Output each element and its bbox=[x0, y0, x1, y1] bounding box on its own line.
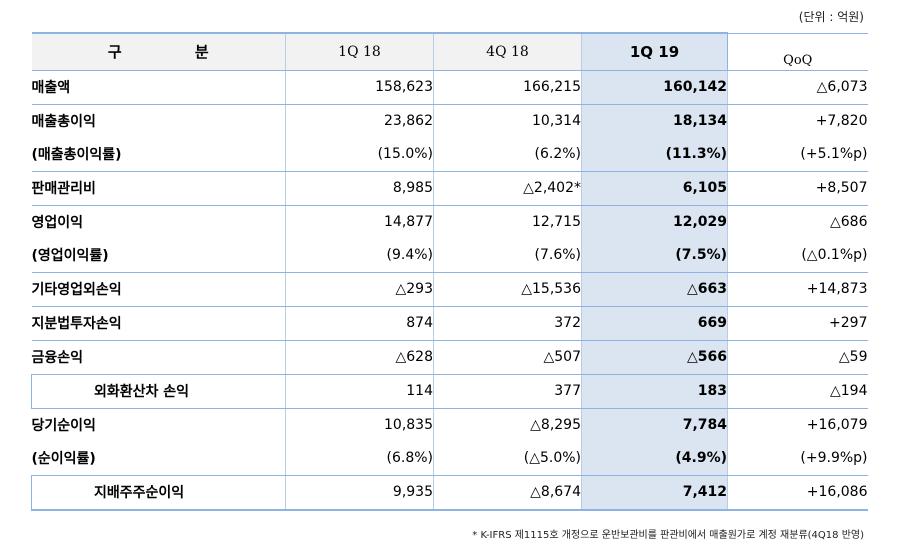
row-label: (영업이익률) bbox=[31, 238, 286, 273]
cell-1q18: △628 bbox=[285, 340, 434, 375]
header-4q18: 4Q 18 bbox=[433, 32, 582, 71]
table-row: (영업이익률) (9.4%) (7.6%) (7.5%) (△0.1%p) bbox=[31, 238, 868, 273]
cell-4q18: 12,715 bbox=[433, 205, 582, 239]
cell-1q19: △663 bbox=[581, 272, 728, 307]
row-label: 지배주주순이익 bbox=[31, 475, 286, 511]
cell-1q18: (15.0%) bbox=[285, 137, 434, 172]
cell-1q18: 158,623 bbox=[285, 70, 434, 105]
cell-4q18: 166,215 bbox=[433, 70, 582, 105]
row-label: 금융손익 bbox=[31, 340, 286, 375]
cell-4q18: △8,295 bbox=[433, 408, 582, 442]
cell-1q19: △566 bbox=[581, 340, 728, 375]
cell-qoq: +8,507 bbox=[727, 171, 868, 206]
row-label: 판매관리비 bbox=[31, 171, 286, 206]
table-row: 지분법투자손익 874 372 669 +297 bbox=[31, 306, 868, 341]
cell-1q18: (6.8%) bbox=[285, 441, 434, 476]
cell-4q18: 377 bbox=[433, 374, 582, 409]
unit-note: (단위 : 억원) bbox=[798, 10, 864, 24]
row-label: 지분법투자손익 bbox=[31, 306, 286, 341]
cell-1q18: 10,835 bbox=[285, 408, 434, 442]
cell-1q18: 874 bbox=[285, 306, 434, 341]
cell-4q18: 10,314 bbox=[433, 104, 582, 138]
table-row: 매출액 158,623 166,215 160,142 △6,073 bbox=[31, 70, 868, 105]
cell-4q18: △507 bbox=[433, 340, 582, 375]
cell-1q19: (11.3%) bbox=[581, 137, 728, 172]
table-row: 기타영업외손익 △293 △15,536 △663 +14,873 bbox=[31, 272, 868, 307]
cell-qoq: +16,079 bbox=[727, 408, 868, 442]
cell-qoq: (△0.1%p) bbox=[727, 238, 868, 273]
cell-qoq: (+9.9%p) bbox=[727, 441, 868, 476]
table-row: 외화환산차 손익 114 377 183 △194 bbox=[31, 374, 868, 409]
cell-qoq: △59 bbox=[727, 340, 868, 375]
header-1q18: 1Q 18 bbox=[285, 32, 434, 71]
table-row: (매출총이익률) (15.0%) (6.2%) (11.3%) (+5.1%p) bbox=[31, 137, 868, 172]
row-label: 기타영업외손익 bbox=[31, 272, 286, 307]
cell-qoq: +7,820 bbox=[727, 104, 868, 138]
cell-1q18: (9.4%) bbox=[285, 238, 434, 273]
cell-4q18: △15,536 bbox=[433, 272, 582, 307]
row-label: 매출총이익 bbox=[31, 114, 96, 130]
row-label: 당기순이익 bbox=[31, 418, 96, 434]
table-row: 매출총이익 23,862 10,314 18,134 +7,820 bbox=[32, 104, 868, 138]
table-row: 영업이익 14,877 12,715 12,029 △686 bbox=[32, 205, 868, 239]
row-label: (순이익률) bbox=[31, 441, 286, 476]
cell-4q18: (6.2%) bbox=[433, 137, 582, 172]
footnote: * K-IFRS 제1115호 개정으로 운반보관비를 판관비에서 매출원가로 … bbox=[472, 530, 864, 541]
cell-1q19: 160,142 bbox=[581, 70, 728, 105]
table-header-row: 구 분 1Q 18 4Q 18 1Q 19 QoQ bbox=[31, 32, 868, 71]
cell-1q19: 18,134 bbox=[581, 104, 728, 138]
cell-1q18: 23,862 bbox=[285, 104, 434, 138]
cell-qoq: (+5.1%p) bbox=[727, 137, 868, 172]
header-1q19: 1Q 19 bbox=[581, 32, 728, 71]
cell-1q18: 14,877 bbox=[285, 205, 434, 239]
cell-qoq: +14,873 bbox=[727, 272, 868, 307]
cell-1q19: 6,105 bbox=[581, 171, 728, 206]
cell-4q18: (7.6%) bbox=[433, 238, 582, 273]
cell-qoq: △194 bbox=[727, 374, 868, 409]
table-row: (순이익률) (6.8%) (△5.0%) (4.9%) (+9.9%p) bbox=[31, 441, 868, 476]
cell-1q19: (7.5%) bbox=[581, 238, 728, 273]
header-qoq: QoQ bbox=[727, 32, 868, 71]
cell-1q18: 8,985 bbox=[285, 171, 434, 206]
header-gubun: 구 분 bbox=[31, 32, 286, 71]
table-row: 판매관리비 8,985 △2,402* 6,105 +8,507 bbox=[31, 171, 868, 206]
row-label: 영업이익 bbox=[31, 215, 84, 231]
cell-1q19: 7,412 bbox=[581, 475, 728, 511]
financial-table: 구 분 1Q 18 4Q 18 1Q 19 QoQ 매출액 158,623 16… bbox=[31, 32, 868, 511]
table-row: 지배주주순이익 9,935 △8,674 7,412 +16,086 bbox=[31, 475, 868, 511]
row-label: 매출액 bbox=[31, 70, 286, 105]
cell-1q19: 7,784 bbox=[581, 408, 728, 442]
table-row: 금융손익 △628 △507 △566 △59 bbox=[31, 340, 868, 375]
cell-1q19: 183 bbox=[581, 374, 728, 409]
cell-4q18: △8,674 bbox=[433, 475, 582, 511]
cell-qoq: +297 bbox=[727, 306, 868, 341]
cell-1q19: 12,029 bbox=[581, 205, 728, 239]
cell-1q18: △293 bbox=[285, 272, 434, 307]
cell-1q18: 114 bbox=[285, 374, 434, 409]
row-label: 외화환산차 손익 bbox=[31, 374, 286, 409]
cell-qoq: +16,086 bbox=[727, 475, 868, 511]
cell-4q18: △2,402* bbox=[433, 171, 582, 206]
cell-4q18: 372 bbox=[433, 306, 582, 341]
row-label: (매출총이익률) bbox=[31, 137, 286, 172]
cell-1q19: 669 bbox=[581, 306, 728, 341]
cell-qoq: △686 bbox=[727, 205, 868, 239]
cell-qoq: △6,073 bbox=[727, 70, 868, 105]
cell-1q18: 9,935 bbox=[285, 475, 434, 511]
cell-4q18: (△5.0%) bbox=[433, 441, 582, 476]
cell-1q19: (4.9%) bbox=[581, 441, 728, 476]
table-row: 당기순이익 10,835 △8,295 7,784 +16,079 bbox=[32, 408, 868, 442]
